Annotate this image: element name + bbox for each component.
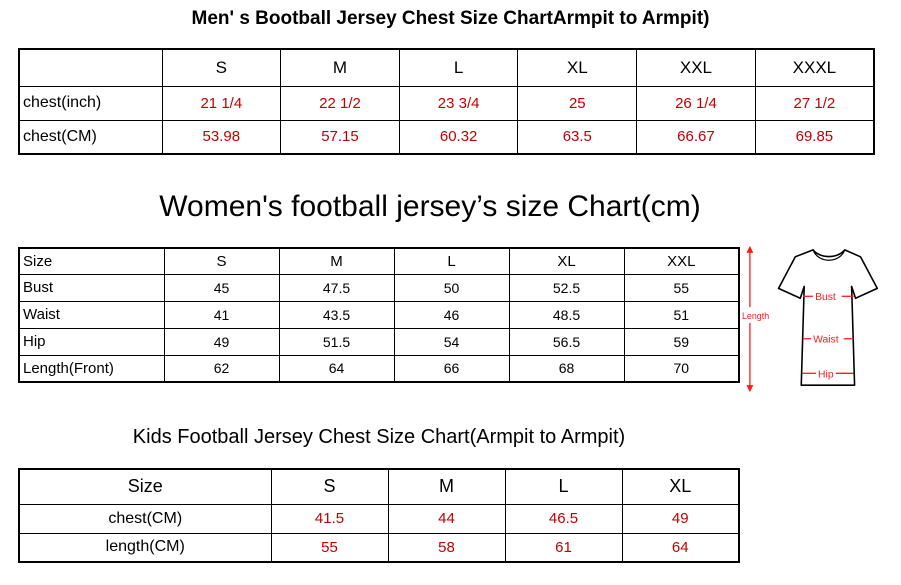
- size-column-header: XL: [508, 247, 625, 275]
- size-label-header: [18, 48, 163, 87]
- women-size-table: Size S M L XL XXL Bust 45 47.5 50 52.5 55 Waist 41 43.…: [18, 247, 740, 383]
- men-size-table: S M L XL XXL XXXL chest(inch) 21 1/4 22 1/2 23 3/…: [18, 48, 875, 155]
- kids-size-table: Size S M L XL chest(CM) 41.5 44 46.5 49 length(CM)…: [18, 468, 740, 563]
- row-label: chest(CM): [18, 503, 272, 534]
- size-value: 60.32: [398, 119, 519, 155]
- size-value: 68: [508, 354, 625, 383]
- size-value: 47.5: [278, 273, 395, 302]
- row-label: chest(inch): [18, 85, 163, 121]
- header-row: Size S M L XL XXL: [18, 247, 740, 275]
- kids-chart-title: Kids Football Jersey Chest Size Chart(Ar…: [132, 426, 626, 448]
- size-value: 54: [393, 327, 510, 356]
- size-value: 48.5: [508, 300, 625, 329]
- size-value: 64: [621, 532, 740, 563]
- size-value: 61: [504, 532, 623, 563]
- size-value: 63.5: [517, 119, 638, 155]
- size-value: 49: [163, 327, 280, 356]
- tshirt-measurement-diagram: Length Bust Waist Hip: [742, 243, 900, 395]
- size-column-header: S: [163, 247, 280, 275]
- row-label: Length(Front): [18, 354, 165, 383]
- header-row: S M L XL XXL XXXL: [18, 48, 875, 87]
- table-row: Hip 49 51.5 54 56.5 59: [18, 327, 740, 356]
- size-column-header: XXL: [636, 48, 756, 87]
- size-value: 55: [623, 273, 740, 302]
- row-label: chest(CM): [18, 119, 163, 155]
- size-value: 51.5: [278, 327, 395, 356]
- size-value: 22 1/2: [280, 85, 400, 121]
- table-row: chest(CM) 41.5 44 46.5 49: [18, 503, 740, 534]
- size-value: 66.67: [636, 119, 756, 155]
- table-row: chest(CM) 53.98 57.15 60.32 63.5 66.67 69.85: [18, 119, 875, 155]
- size-column-header: L: [393, 247, 510, 275]
- row-label: Bust: [18, 273, 165, 302]
- women-chart-title: Women's football jersey’s size Chart(cm): [159, 190, 701, 223]
- size-column-header: XL: [517, 48, 638, 87]
- waist-label: Waist: [813, 335, 839, 346]
- size-column-header: XXL: [623, 247, 740, 275]
- size-value: 70: [623, 354, 740, 383]
- size-value: 59: [623, 327, 740, 356]
- size-value: 64: [278, 354, 395, 383]
- size-value: 45: [163, 273, 280, 302]
- size-column-header: L: [398, 48, 519, 87]
- size-column-header: XL: [621, 468, 740, 505]
- size-value: 66: [393, 354, 510, 383]
- size-value: 53.98: [161, 119, 282, 155]
- collar-icon: [812, 249, 846, 261]
- size-value: 27 1/2: [754, 85, 875, 121]
- table-row: Bust 45 47.5 50 52.5 55: [18, 273, 740, 302]
- size-value: 23 3/4: [398, 85, 519, 121]
- size-value: 41.5: [270, 503, 389, 534]
- table-row: Waist 41 43.5 46 48.5 51: [18, 300, 740, 329]
- size-value: 49: [621, 503, 740, 534]
- size-value: 52.5: [508, 273, 625, 302]
- length-label: Length: [742, 311, 769, 321]
- men-chart-title: Men' s Bootball Jersey Chest Size ChartA…: [191, 8, 710, 29]
- length-arrow: [746, 245, 754, 393]
- measurement-diagram-svg: Length Bust Waist Hip: [742, 245, 879, 393]
- size-value: 56.5: [508, 327, 625, 356]
- row-label: Hip: [18, 327, 165, 356]
- size-value: 41: [163, 300, 280, 329]
- size-label-header: Size: [18, 468, 272, 505]
- size-value: 43.5: [278, 300, 395, 329]
- size-column-header: XXXL: [754, 48, 875, 87]
- size-column-header: L: [504, 468, 623, 505]
- row-label: Waist: [18, 300, 165, 329]
- table-row: length(CM) 55 58 61 64: [18, 532, 740, 563]
- table-row: chest(inch) 21 1/4 22 1/2 23 3/4 25 26 1/4 27 …: [18, 85, 875, 121]
- size-column-header: M: [280, 48, 400, 87]
- size-value: 46: [393, 300, 510, 329]
- size-value: 62: [163, 354, 280, 383]
- tshirt-icon: [777, 249, 879, 386]
- size-column-header: S: [270, 468, 389, 505]
- size-value: 21 1/4: [161, 85, 282, 121]
- size-value: 58: [387, 532, 506, 563]
- hip-label: Hip: [818, 369, 834, 380]
- size-label-header: Size: [18, 247, 165, 275]
- size-value: 50: [393, 273, 510, 302]
- bust-label: Bust: [815, 292, 836, 303]
- size-value: 46.5: [504, 503, 623, 534]
- size-value: 57.15: [280, 119, 400, 155]
- size-value: 69.85: [754, 119, 875, 155]
- table-row: Length(Front) 62 64 66 68 70: [18, 354, 740, 383]
- size-value: 25: [517, 85, 638, 121]
- size-value: 51: [623, 300, 740, 329]
- header-row: Size S M L XL: [18, 468, 740, 505]
- size-value: 44: [387, 503, 506, 534]
- size-column-header: M: [278, 247, 395, 275]
- row-label: length(CM): [18, 532, 272, 563]
- size-column-header: M: [387, 468, 506, 505]
- size-value: 26 1/4: [636, 85, 756, 121]
- size-value: 55: [270, 532, 389, 563]
- size-column-header: S: [161, 48, 282, 87]
